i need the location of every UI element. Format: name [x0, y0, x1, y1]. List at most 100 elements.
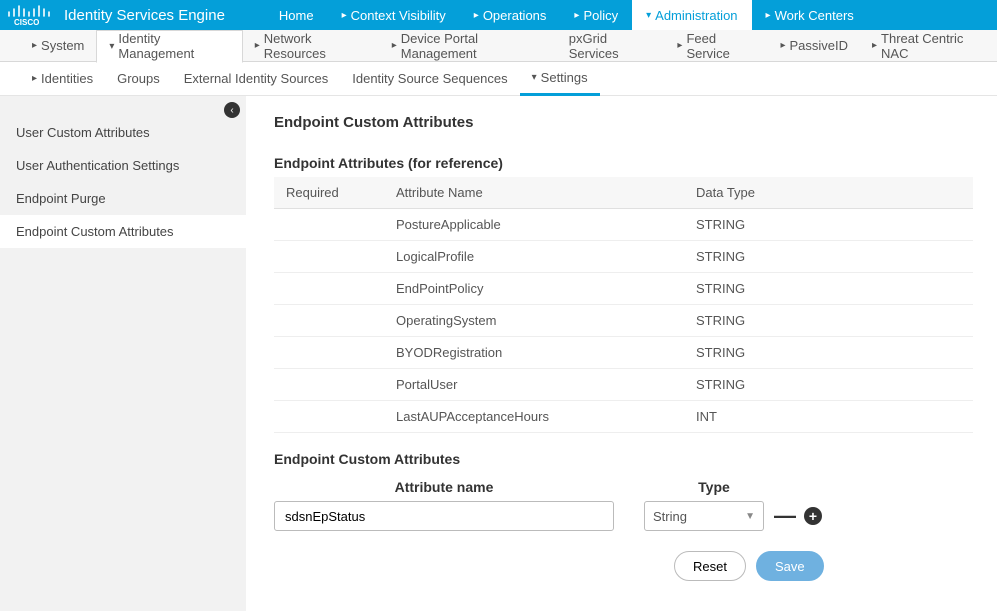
custom-section-title: Endpoint Custom Attributes	[274, 451, 973, 467]
topnav-item-policy[interactable]: ▸Policy	[560, 0, 632, 30]
sub1-item-identity-management[interactable]: ▾ Identity Management	[96, 30, 242, 63]
sub1-label: Device Portal Management	[401, 31, 545, 61]
ref-cell-name: LastAUPAcceptanceHours	[384, 401, 684, 433]
topnav-label: Work Centers	[775, 8, 854, 23]
sub1-label: Identity Management	[118, 31, 229, 61]
ref-cell-req	[274, 273, 384, 305]
topnav-item-operations[interactable]: ▸ Operations	[460, 0, 561, 30]
topnav-label: Home	[279, 8, 314, 23]
sub1-label: PassiveID	[789, 38, 848, 53]
ref-cell-type: STRING	[684, 209, 973, 241]
caret-icon: ▸	[677, 40, 682, 51]
page-title: Endpoint Custom Attributes	[274, 114, 973, 131]
sub2-label: Identity Source Sequences	[352, 71, 507, 86]
sidebar-item-user-custom-attributes[interactable]: User Custom Attributes	[0, 116, 246, 149]
sub2-label: External Identity Sources	[184, 71, 329, 86]
custom-attr-row: String ▼ — +	[274, 501, 973, 531]
ref-section-title: Endpoint Attributes (for reference)	[274, 155, 973, 171]
topnav-label: Context Visibility	[351, 8, 446, 23]
ref-table-row: BYODRegistrationSTRING	[274, 337, 973, 369]
sub2-label: Groups	[117, 71, 160, 86]
ref-table-row: PostureApplicableSTRING	[274, 209, 973, 241]
caret-icon: ▸	[392, 40, 397, 51]
ref-cell-req	[274, 241, 384, 273]
attr-type-value: String	[653, 509, 687, 524]
ref-th-required: Required	[274, 177, 384, 209]
ref-cell-req	[274, 209, 384, 241]
caret-icon: ▸	[255, 40, 260, 51]
sidebar-collapse-icon[interactable]: ‹	[224, 102, 240, 118]
save-button[interactable]: Save	[756, 551, 824, 581]
sub1-label: Threat Centric NAC	[881, 31, 985, 61]
svg-text:CISCO: CISCO	[14, 18, 39, 27]
topnav-item-administration[interactable]: ▾Administration	[632, 0, 751, 30]
add-row-icon[interactable]: +	[804, 507, 822, 525]
ref-cell-name: LogicalProfile	[384, 241, 684, 273]
attr-type-select[interactable]: String ▼	[644, 501, 764, 531]
sub1-item-pxgrid-services[interactable]: pxGrid Services	[557, 30, 666, 62]
ref-cell-name: PortalUser	[384, 369, 684, 401]
sub-nav-2: ▸ Identities Groups External Identity Sourc…	[0, 62, 997, 96]
ref-cell-type: STRING	[684, 305, 973, 337]
topnav-item-home[interactable]: Home	[265, 0, 328, 30]
sidebar-item-endpoint-custom-attributes[interactable]: Endpoint Custom Attributes	[0, 215, 246, 248]
sub2-label: Identities	[41, 71, 93, 86]
topnav-item-work-centers[interactable]: ▸ Work Centers	[752, 0, 868, 30]
sub1-label: System	[41, 38, 84, 53]
caret-icon: ▸	[32, 73, 37, 84]
ref-cell-type: STRING	[684, 337, 973, 369]
sub1-label: Feed Service	[686, 31, 756, 61]
caret-icon: ▸	[780, 40, 785, 51]
caret-icon: ▾	[109, 41, 114, 52]
sub1-item-threat-centric-nac[interactable]: ▸ Threat Centric NAC	[860, 30, 997, 62]
remove-row-icon[interactable]: —	[774, 505, 796, 527]
chevron-down-icon: ▼	[745, 511, 755, 522]
ref-cell-req	[274, 401, 384, 433]
topnav-label: Operations	[483, 8, 547, 23]
caret-icon: ▾	[532, 72, 537, 83]
topnav-item-context-visibility[interactable]: ▸ Context Visibility	[328, 0, 460, 30]
ref-cell-req	[274, 369, 384, 401]
body-layout: ‹ User Custom AttributesUser Authenticat…	[0, 96, 997, 611]
custom-header-type: Type	[644, 479, 784, 495]
ref-cell-name: EndPointPolicy	[384, 273, 684, 305]
caret-icon: ▾	[646, 10, 651, 21]
ref-table: Required Attribute Name Data Type Postur…	[274, 177, 973, 433]
sub2-item-identity-source-sequences[interactable]: Identity Source Sequences	[340, 62, 519, 96]
sub1-item-feed-service[interactable]: ▸ Feed Service	[665, 30, 768, 62]
caret-icon: ▸	[574, 10, 579, 21]
caret-icon: ▸	[766, 10, 771, 21]
caret-icon: ▸	[474, 10, 479, 21]
ref-cell-req	[274, 337, 384, 369]
sub1-item-passiveid[interactable]: ▸ PassiveID	[768, 30, 860, 62]
attr-name-input[interactable]	[274, 501, 614, 531]
caret-icon: ▸	[872, 40, 877, 51]
ref-th-name: Attribute Name	[384, 177, 684, 209]
ref-cell-req	[274, 305, 384, 337]
sub2-item-external-identity-sources[interactable]: External Identity Sources	[172, 62, 341, 96]
ref-th-type: Data Type	[684, 177, 973, 209]
ref-table-row: EndPointPolicySTRING	[274, 273, 973, 305]
caret-icon: ▸	[342, 10, 347, 21]
sub1-item-device-portal-management[interactable]: ▸ Device Portal Management	[380, 30, 557, 62]
sidebar: ‹ User Custom AttributesUser Authenticat…	[0, 96, 246, 611]
ref-table-row: PortalUserSTRING	[274, 369, 973, 401]
ref-cell-name: OperatingSystem	[384, 305, 684, 337]
main-content: Endpoint Custom Attributes Endpoint Attr…	[246, 96, 997, 611]
sub1-item-system[interactable]: ▸ System	[20, 30, 96, 62]
reset-button[interactable]: Reset	[674, 551, 746, 581]
top-nav: Home ▸ Context Visibility ▸ Operations ▸Polic…	[265, 0, 868, 30]
cisco-logo: CISCO	[0, 3, 58, 27]
sub2-item-settings[interactable]: ▾Settings	[520, 62, 600, 96]
sub-nav-1: ▸ System ▾ Identity Management ▸ Network Reso…	[0, 30, 997, 62]
ref-cell-type: STRING	[684, 369, 973, 401]
sidebar-item-endpoint-purge[interactable]: Endpoint Purge	[0, 182, 246, 215]
ref-table-row: OperatingSystemSTRING	[274, 305, 973, 337]
sub1-item-network-resources[interactable]: ▸ Network Resources	[243, 30, 380, 62]
caret-icon: ▸	[32, 40, 37, 51]
sub1-label: Network Resources	[264, 31, 368, 61]
custom-header-name: Attribute name	[274, 479, 614, 495]
sub2-item-groups[interactable]: Groups	[105, 62, 172, 96]
sidebar-item-user-authentication-settings[interactable]: User Authentication Settings	[0, 149, 246, 182]
sub2-item-identities[interactable]: ▸ Identities	[20, 62, 105, 96]
